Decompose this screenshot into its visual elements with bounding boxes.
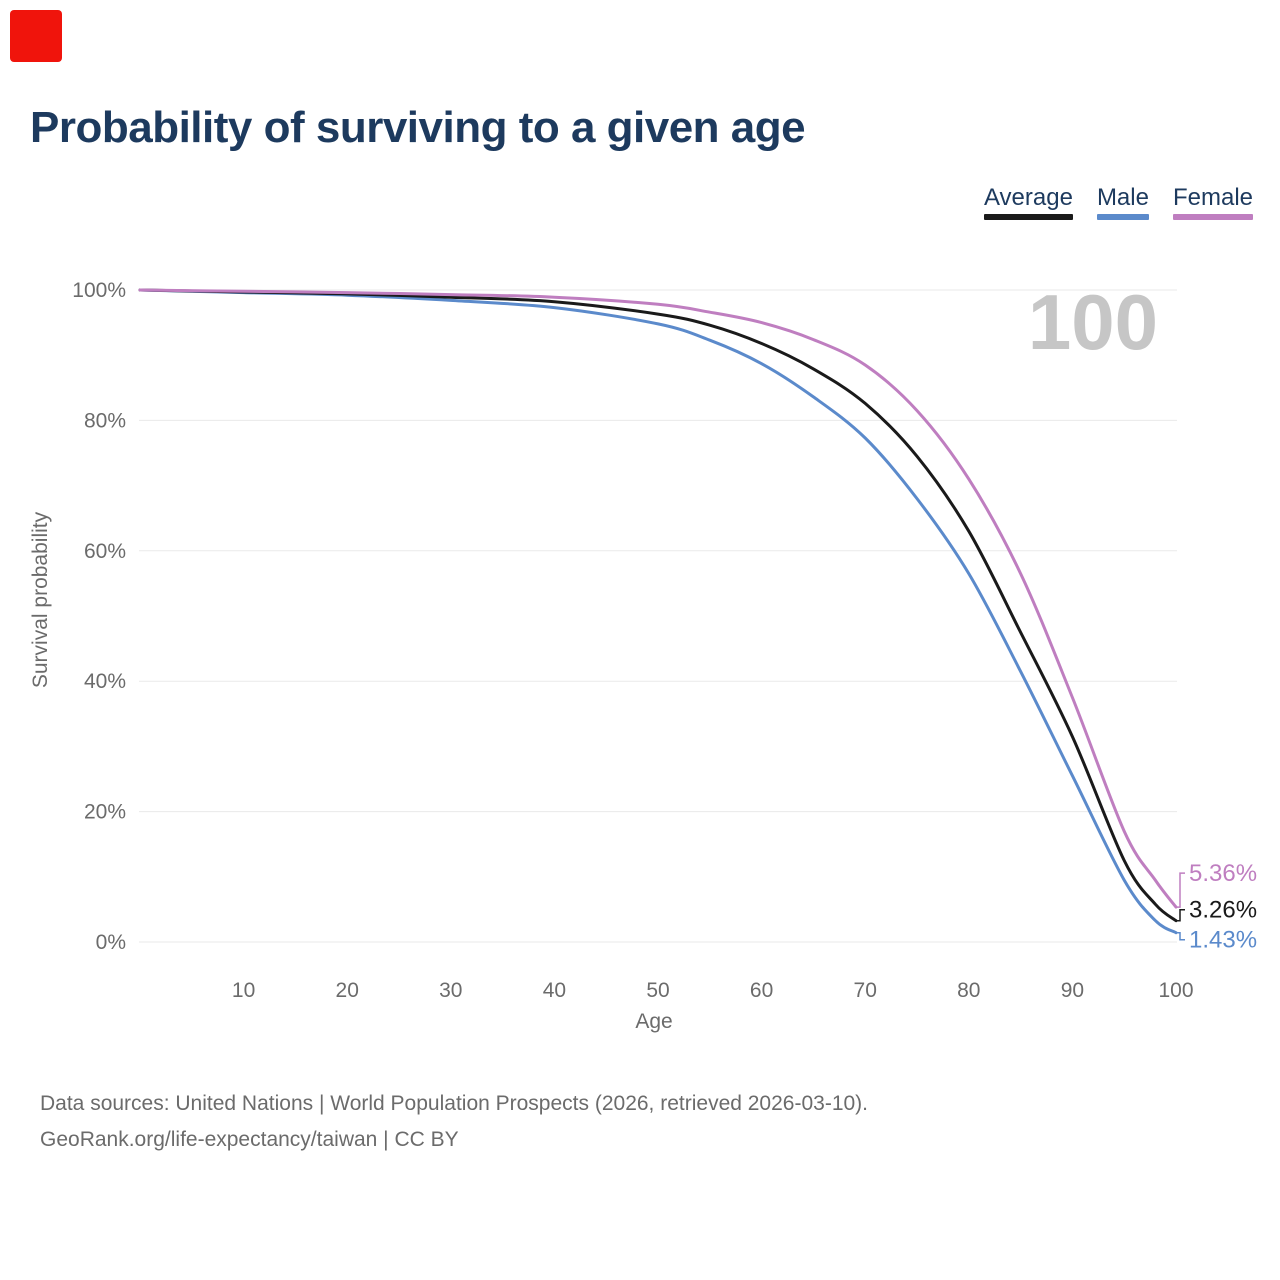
legend-label-average: Average	[983, 184, 1073, 211]
x-tick-label: 70	[854, 979, 877, 1002]
legend-swatch-average	[983, 214, 1073, 221]
x-tick-label: 80	[957, 979, 980, 1002]
data-sources-line: Data sources: United Nations | World Pop…	[40, 1092, 869, 1115]
end-label-female: 5.36%	[1189, 860, 1257, 887]
y-tick-label: 100%	[72, 279, 126, 302]
end-leader-female	[1176, 872, 1185, 908]
curve-male	[138, 288, 1178, 935]
attribution-line: GeoRank.org/life-expectancy/taiwan | CC …	[40, 1128, 459, 1151]
curve-female	[138, 288, 1178, 909]
page-title: Probability of surviving to a given age	[30, 103, 806, 152]
y-tick-label: 0%	[96, 931, 126, 954]
end-leader-male	[1176, 931, 1185, 941]
end-label-male: 1.43%	[1189, 927, 1257, 954]
y-tick-label: 20%	[84, 801, 126, 824]
x-tick-label: 20	[336, 979, 359, 1002]
x-tick-label: 90	[1061, 979, 1084, 1002]
survival-chart: 100 0% 20% 40% 60% 80% 100% 10 20 30 40 50 60 70 80 90 1…	[29, 278, 1257, 1033]
legend-swatch-female	[1172, 214, 1253, 221]
y-tick-label: 60%	[84, 540, 126, 563]
x-tick-label: 50	[646, 979, 669, 1002]
x-tick-label: 40	[543, 979, 566, 1002]
y-axis-title: Survival probability	[29, 511, 52, 688]
chart-footer: Data sources: United Nations | World Pop…	[40, 1086, 868, 1158]
legend-swatch-male	[1096, 214, 1149, 221]
red-marker	[10, 10, 62, 62]
x-tick-label: 60	[750, 979, 773, 1002]
y-tick-label: 80%	[84, 409, 126, 432]
x-tick-label: 30	[439, 979, 462, 1002]
legend-item-male[interactable]: Male	[1096, 184, 1149, 221]
age-watermark: 100	[1028, 278, 1158, 366]
chart-legend: Average Male Female	[983, 184, 1253, 221]
end-leader-average	[1176, 908, 1185, 922]
legend-label-female: Female	[1172, 184, 1253, 211]
curve-average	[138, 288, 1178, 923]
end-label-average: 3.26%	[1189, 897, 1257, 924]
legend-item-average[interactable]: Average	[983, 184, 1073, 221]
x-tick-label: 100	[1158, 979, 1193, 1002]
x-axis-title: Age	[635, 1010, 672, 1033]
legend-item-female[interactable]: Female	[1172, 184, 1253, 221]
legend-label-male: Male	[1096, 184, 1149, 211]
x-tick-label: 10	[232, 979, 255, 1002]
y-tick-label: 40%	[84, 670, 126, 693]
